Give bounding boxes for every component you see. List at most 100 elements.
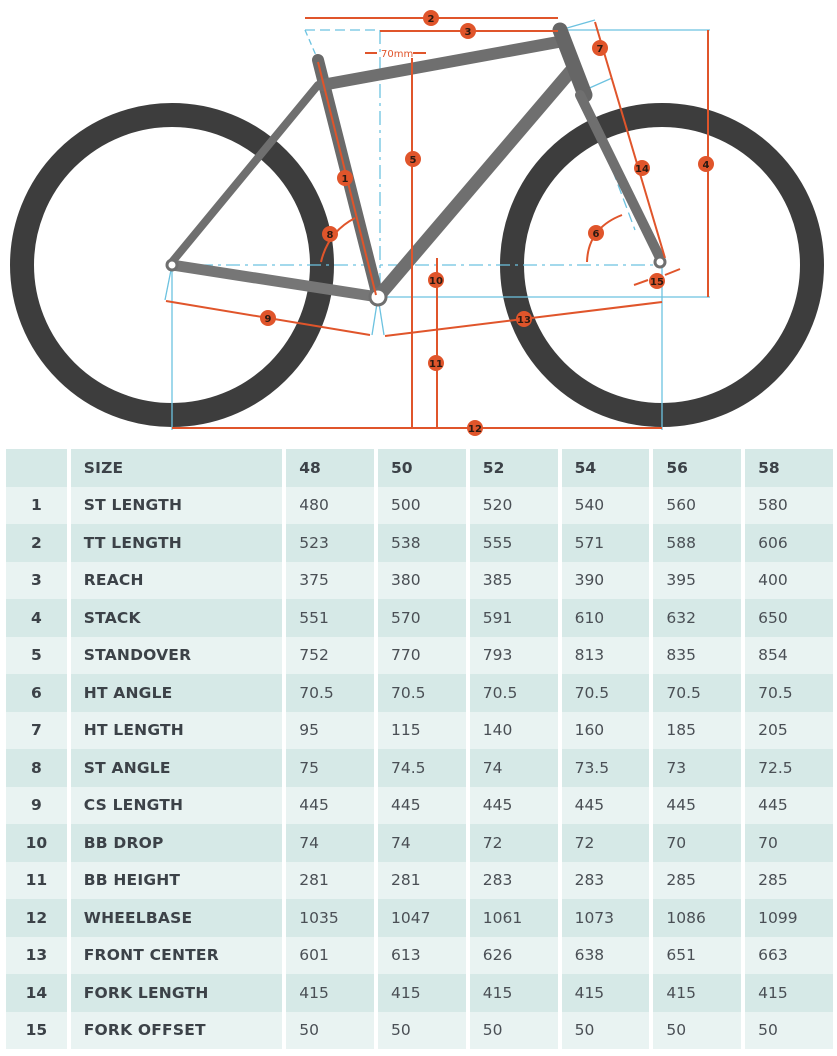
row-value: 445	[745, 786, 833, 824]
svg-text:14: 14	[635, 164, 649, 175]
row-value: 70	[745, 824, 833, 862]
table-row: 1 ST LENGTH 480 500 520 540 560 580	[6, 486, 833, 524]
row-value: 73.5	[561, 749, 650, 787]
row-value: 50	[378, 1011, 466, 1049]
table-row: 13 FRONT CENTER 601 613 626 638 651 663	[6, 936, 833, 974]
header-size-58: 58	[745, 449, 833, 487]
badge-10: 10	[428, 272, 444, 288]
row-value: 70	[653, 824, 742, 862]
row-value: 480	[286, 486, 375, 524]
row-label: ST ANGLE	[70, 749, 283, 787]
row-number: 12	[6, 899, 67, 937]
row-value: 1061	[469, 899, 558, 937]
svg-text:11: 11	[429, 359, 443, 370]
row-value: 375	[286, 561, 375, 599]
row-label: FRONT CENTER	[70, 936, 283, 974]
front-axle	[653, 255, 667, 269]
row-value: 555	[469, 524, 558, 562]
row-value: 523	[286, 524, 375, 562]
row-value: 651	[653, 936, 742, 974]
badge-15: 15	[649, 273, 665, 289]
row-label: STACK	[70, 599, 283, 637]
row-value: 770	[378, 636, 466, 674]
row-value: 205	[745, 711, 833, 749]
row-label: ST LENGTH	[70, 486, 283, 524]
row-value: 540	[561, 486, 650, 524]
row-value: 185	[653, 711, 742, 749]
row-label: CS LENGTH	[70, 786, 283, 824]
row-value: 415	[561, 974, 650, 1012]
row-value: 663	[745, 936, 833, 974]
row-label: FORK OFFSET	[70, 1011, 283, 1049]
header-num-cell	[6, 449, 67, 487]
svg-text:4: 4	[703, 160, 710, 171]
badge-6: 6	[588, 225, 604, 241]
bottom-bracket	[368, 287, 388, 307]
row-label: HT ANGLE	[70, 674, 283, 712]
row-value: 415	[286, 974, 375, 1012]
table-row: 4 STACK 551 570 591 610 632 650	[6, 599, 833, 637]
row-value: 1047	[378, 899, 466, 937]
row-number: 10	[6, 824, 67, 862]
row-value: 1073	[561, 899, 650, 937]
row-value: 70.5	[286, 674, 375, 712]
row-value: 50	[653, 1011, 742, 1049]
row-value: 115	[378, 711, 466, 749]
header-size-label: SIZE	[70, 449, 283, 487]
badge-13: 13	[516, 311, 532, 327]
top-tube	[316, 36, 564, 91]
head-tube	[552, 22, 593, 103]
row-value: 283	[561, 861, 650, 899]
svg-text:9: 9	[265, 314, 272, 325]
row-value: 74	[378, 824, 466, 862]
row-value: 538	[378, 524, 466, 562]
row-value: 74	[286, 824, 375, 862]
badge-5: 5	[405, 151, 421, 167]
row-value: 613	[378, 936, 466, 974]
header-size-54: 54	[561, 449, 650, 487]
row-value: 854	[745, 636, 833, 674]
table-row: 8 ST ANGLE 75 74.5 74 73.5 73 72.5	[6, 749, 833, 787]
table-row: 10 BB DROP 74 74 72 72 70 70	[6, 824, 833, 862]
badge-8: 8	[322, 226, 338, 242]
table-row: 15 FORK OFFSET 50 50 50 50 50 50	[6, 1011, 833, 1049]
table-row: 11 BB HEIGHT 281 281 283 283 285 285	[6, 861, 833, 899]
svg-text:8: 8	[327, 230, 334, 241]
row-value: 606	[745, 524, 833, 562]
row-value: 74	[469, 749, 558, 787]
header-size-56: 56	[653, 449, 742, 487]
row-value: 415	[653, 974, 742, 1012]
row-label: WHEELBASE	[70, 899, 283, 937]
row-value: 601	[286, 936, 375, 974]
row-value: 75	[286, 749, 375, 787]
row-number: 4	[6, 599, 67, 637]
row-value: 380	[378, 561, 466, 599]
chain-stay	[166, 259, 384, 303]
row-label: BB HEIGHT	[70, 861, 283, 899]
row-value: 390	[561, 561, 650, 599]
table-row: 6 HT ANGLE 70.5 70.5 70.5 70.5 70.5 70.5	[6, 674, 833, 712]
row-label: STANDOVER	[70, 636, 283, 674]
table-row: 2 TT LENGTH 523 538 555 571 588 606	[6, 524, 833, 562]
row-value: 70.5	[561, 674, 650, 712]
row-number: 5	[6, 636, 67, 674]
row-value: 1035	[286, 899, 375, 937]
row-value: 73	[653, 749, 742, 787]
row-value: 520	[469, 486, 558, 524]
row-label: REACH	[70, 561, 283, 599]
row-value: 445	[653, 786, 742, 824]
row-value: 610	[561, 599, 650, 637]
row-value: 415	[378, 974, 466, 1012]
row-label: HT LENGTH	[70, 711, 283, 749]
row-value: 70.5	[745, 674, 833, 712]
svg-text:15: 15	[650, 277, 664, 288]
row-value: 445	[286, 786, 375, 824]
row-value: 281	[286, 861, 375, 899]
svg-text:12: 12	[468, 424, 482, 435]
badge-7: 7	[592, 40, 608, 56]
badge-9: 9	[260, 310, 276, 326]
svg-text:2: 2	[428, 14, 435, 25]
header-size-48: 48	[286, 449, 375, 487]
table-header-row: SIZE 48 50 52 54 56 58	[6, 449, 833, 487]
row-value: 70.5	[469, 674, 558, 712]
